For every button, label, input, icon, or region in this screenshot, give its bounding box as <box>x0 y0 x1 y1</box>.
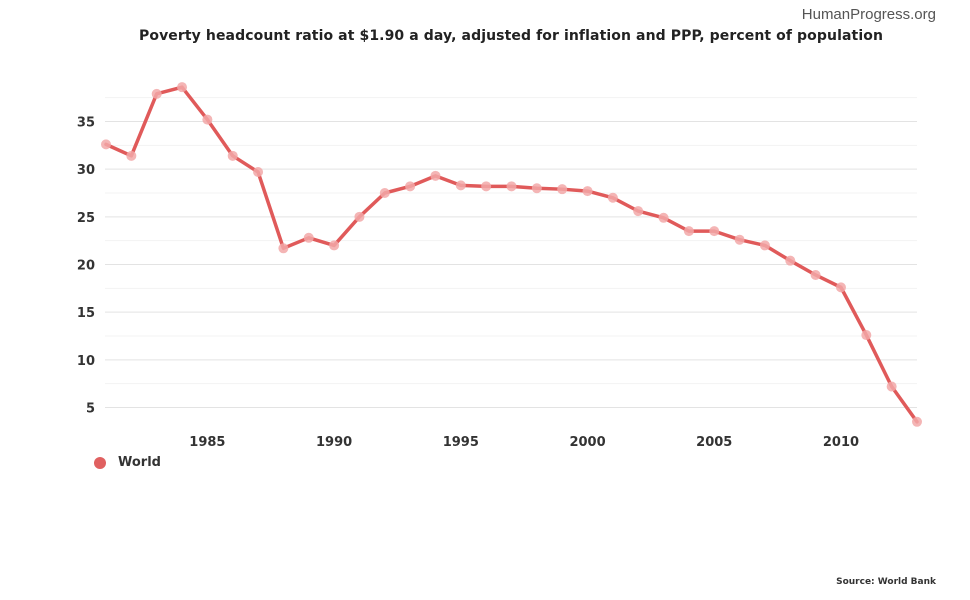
data-point-marker <box>405 181 416 192</box>
y-tick-label: 10 <box>77 354 95 369</box>
y-tick-label: 35 <box>77 116 95 131</box>
data-point-marker <box>177 82 188 93</box>
data-point-marker <box>126 150 137 161</box>
legend: World <box>94 455 161 470</box>
brand-label: HumanProgress.org <box>801 6 936 23</box>
x-tick-label: 2005 <box>696 435 732 450</box>
x-tick-label: 2000 <box>569 435 605 450</box>
data-point-marker <box>531 183 542 194</box>
data-point-marker <box>329 240 340 251</box>
data-point-marker <box>557 184 568 195</box>
data-point-marker <box>303 232 314 243</box>
data-point-marker <box>278 243 289 254</box>
data-point-marker <box>101 139 111 150</box>
y-tick-label: 5 <box>86 402 95 417</box>
legend-label-world: World <box>118 455 161 470</box>
data-point-marker <box>785 255 796 266</box>
x-axis-labels: 1985 1990 1995 2000 2005 2010 <box>189 435 859 450</box>
x-tick-label: 1985 <box>189 435 225 450</box>
data-point-marker <box>607 192 618 203</box>
data-point-marker <box>481 181 492 192</box>
data-point-marker <box>379 188 390 198</box>
data-point-marker <box>253 167 264 178</box>
data-point-marker <box>810 269 821 280</box>
y-tick-label: 20 <box>77 259 95 274</box>
data-point-marker <box>835 282 846 293</box>
data-point-marker <box>709 226 720 237</box>
data-point-marker <box>912 416 922 427</box>
legend-swatch-world <box>94 456 106 469</box>
y-axis-labels: 5 10 15 20 25 30 35 <box>77 116 95 417</box>
y-tick-label: 30 <box>77 163 95 178</box>
grid-layer <box>105 97 917 408</box>
data-point-marker <box>734 234 745 245</box>
x-tick-label: 1990 <box>316 435 352 450</box>
data-point-marker <box>633 206 644 217</box>
data-point-marker <box>506 181 517 192</box>
marker-layer <box>101 82 922 427</box>
data-point-marker <box>759 240 770 251</box>
data-point-marker <box>455 180 466 191</box>
y-tick-label: 15 <box>77 306 95 321</box>
data-point-marker <box>582 186 593 197</box>
data-point-marker <box>202 114 213 125</box>
y-tick-label: 25 <box>77 211 95 226</box>
data-point-marker <box>886 381 897 392</box>
data-point-marker <box>658 212 669 223</box>
data-point-marker <box>430 170 441 181</box>
data-point-marker <box>151 88 162 99</box>
data-point-marker <box>861 330 872 341</box>
data-point-marker <box>227 150 238 161</box>
source-label: Source: World Bank <box>836 577 936 587</box>
series-layer <box>104 85 919 424</box>
data-point-marker <box>354 211 365 222</box>
series-line-world <box>104 85 919 424</box>
data-point-marker <box>683 226 694 237</box>
chart-title: Poverty headcount ratio at $1.90 a day, … <box>138 28 884 44</box>
x-tick-label: 1995 <box>443 435 479 450</box>
x-tick-label: 2010 <box>823 435 859 450</box>
